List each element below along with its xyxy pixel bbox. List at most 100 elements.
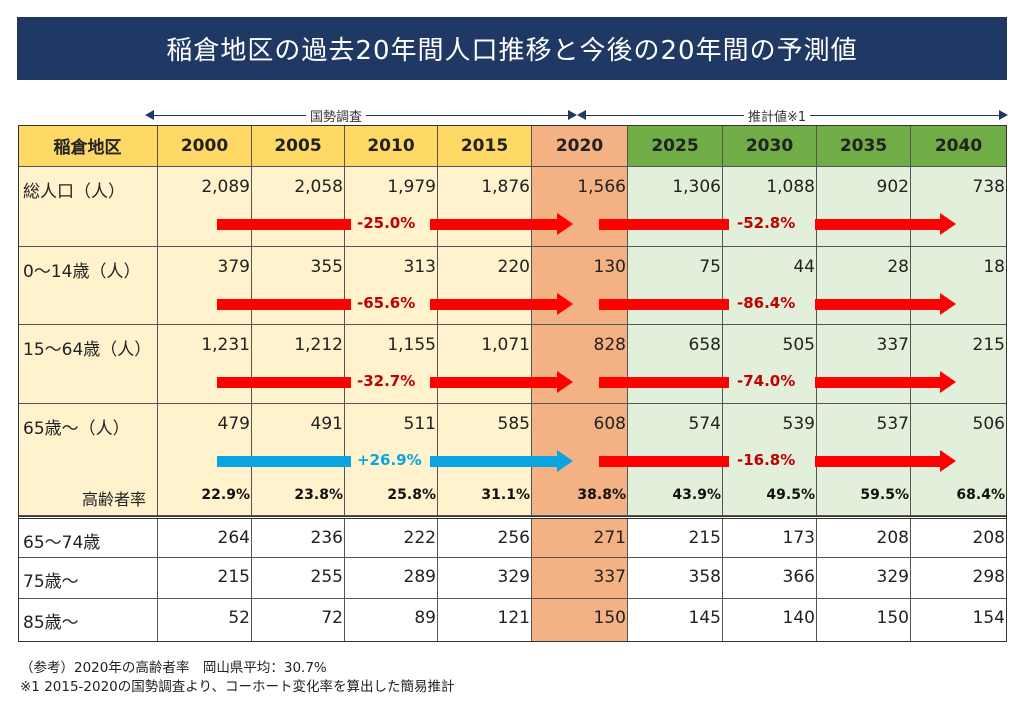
value-cell: 2,058 (294, 177, 343, 197)
value-cell: 298 (972, 567, 1005, 587)
header-corner-cell: 稲倉地区 (18, 125, 158, 167)
value-cell: 208 (876, 528, 909, 548)
row-label: 総人口（人） (23, 182, 125, 202)
table-cell (628, 325, 723, 404)
table-cell (158, 167, 252, 247)
value-cell: 215 (972, 335, 1005, 355)
right-arrow-icon (940, 450, 956, 472)
table-cell (158, 519, 252, 558)
change-arrow-bar (430, 456, 558, 467)
header-year-cell: 2005 (252, 125, 345, 167)
aging-rate-value: 22.9% (201, 487, 250, 503)
value-cell: 130 (593, 257, 626, 277)
header-year-cell: 2025 (628, 125, 723, 167)
change-arrow-bar (217, 377, 351, 388)
change-percent-future: -74.0% (737, 372, 796, 390)
table-cell (723, 404, 817, 516)
value-cell: 539 (782, 414, 815, 434)
table-cell (723, 519, 817, 558)
right-arrow-icon (557, 371, 573, 393)
table-cell (911, 247, 1007, 325)
aging-rate-value: 25.8% (387, 487, 436, 503)
table-cell (723, 558, 817, 599)
value-cell: 18 (983, 257, 1005, 277)
aging-rate-value: 31.1% (481, 487, 530, 503)
header-year-label: 2005 (274, 135, 322, 156)
value-cell: 902 (876, 177, 909, 197)
table-cell (532, 519, 628, 558)
value-cell: 72 (321, 608, 343, 628)
row-label: 15～64歳（人） (23, 340, 152, 360)
value-cell: 89 (414, 608, 436, 628)
value-cell: 222 (403, 528, 436, 548)
table-cell (18, 519, 158, 558)
value-cell: 1,979 (387, 177, 436, 197)
change-percent-past: -65.6% (357, 294, 416, 312)
row-label: 75歳～ (23, 572, 79, 592)
value-cell: 491 (310, 414, 343, 434)
right-arrow-icon (568, 110, 577, 120)
right-arrow-icon (940, 371, 956, 393)
table-cell (345, 558, 438, 599)
value-cell: 1,071 (481, 335, 530, 355)
table-cell (345, 404, 438, 516)
value-cell: 1,306 (672, 177, 721, 197)
table-cell (18, 167, 158, 247)
value-cell: 337 (593, 567, 626, 587)
table-cell (252, 325, 345, 404)
aging-rate-value: 59.5% (860, 487, 909, 503)
header-year-label: 2030 (745, 135, 794, 156)
table-cell (345, 599, 438, 642)
value-cell: 479 (217, 414, 250, 434)
header-year-cell: 2020 (532, 125, 628, 167)
value-cell: 608 (593, 414, 626, 434)
table-cell (817, 599, 911, 642)
header-year-label: 2010 (367, 135, 415, 156)
change-percent-past: +26.9% (357, 451, 422, 469)
value-cell: 658 (688, 335, 721, 355)
value-cell: 215 (217, 567, 250, 587)
change-percent-past: -25.0% (357, 214, 416, 232)
footnote-reference: （参考）2020年の高齢者率 岡山県平均：30.7% (20, 660, 327, 676)
header-year-cell: 2040 (911, 125, 1007, 167)
value-cell: 150 (593, 608, 626, 628)
header-year-cell: 2000 (158, 125, 252, 167)
estimate-label: 推計値※1 (744, 106, 811, 125)
value-cell: 1,231 (201, 335, 250, 355)
footnote-estimate: ※1 2015-2020の国勢調査より、コーホート変化率を算出した簡易推計 (20, 679, 455, 695)
value-cell: 738 (972, 177, 1005, 197)
value-cell: 505 (782, 335, 815, 355)
value-cell: 366 (782, 567, 815, 587)
aging-rate-label: 高齢者率 (82, 490, 147, 509)
value-cell: 289 (403, 567, 436, 587)
value-cell: 75 (699, 257, 721, 277)
value-cell: 574 (688, 414, 721, 434)
value-cell: 121 (497, 608, 530, 628)
table-cell (158, 558, 252, 599)
table-cell (817, 247, 911, 325)
value-cell: 1,088 (766, 177, 815, 197)
table-cell (252, 599, 345, 642)
table-cell (345, 167, 438, 247)
aging-rate-value: 38.8% (577, 487, 626, 503)
value-cell: 150 (876, 608, 909, 628)
table-cell (817, 519, 911, 558)
header-year-label: 2035 (839, 135, 888, 156)
table-cell (18, 325, 158, 404)
table-cell (345, 247, 438, 325)
aging-rate-value: 23.8% (294, 487, 343, 503)
value-cell: 220 (497, 257, 530, 277)
right-arrow-icon (557, 213, 573, 235)
value-cell: 1,876 (481, 177, 530, 197)
value-cell: 215 (688, 528, 721, 548)
aging-rate-value: 49.5% (766, 487, 815, 503)
table-cell (345, 519, 438, 558)
table-cell (438, 558, 532, 599)
table-cell (158, 325, 252, 404)
change-percent-future: -86.4% (737, 294, 796, 312)
change-arrow-bar (815, 299, 941, 310)
header-corner-label: 稲倉地区 (53, 138, 122, 158)
change-arrow-bar (599, 377, 729, 388)
value-cell: 329 (876, 567, 909, 587)
change-percent-future: -16.8% (737, 451, 796, 469)
